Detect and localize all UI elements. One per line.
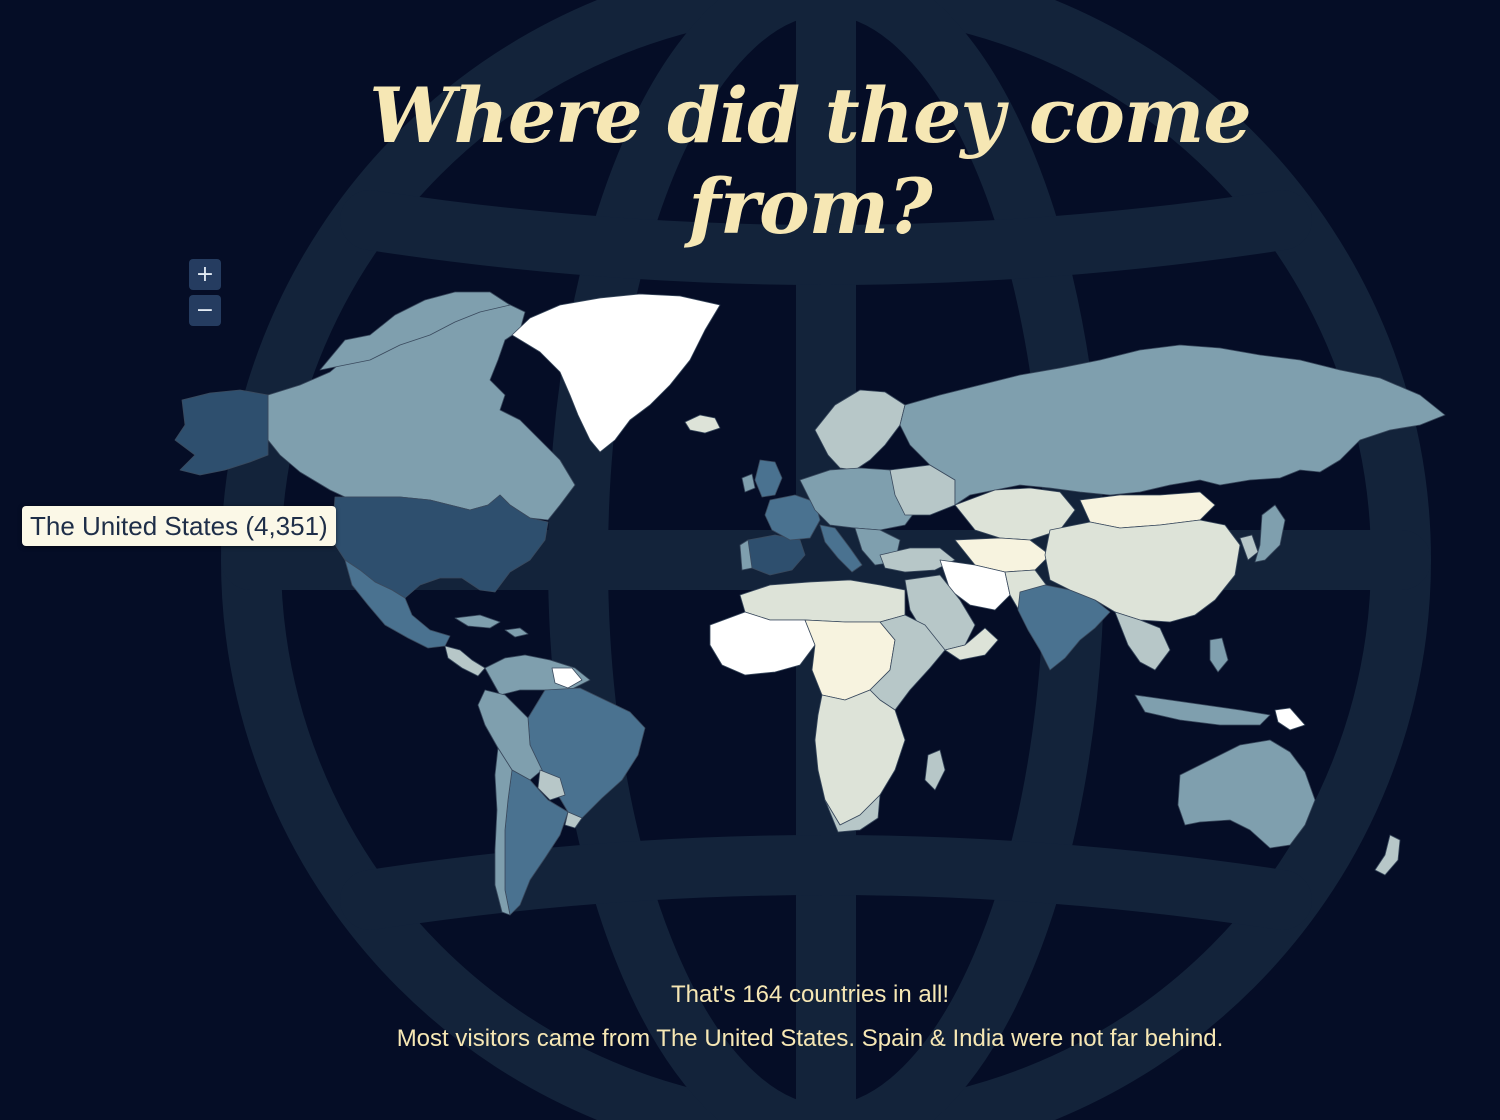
- region-southern-africa[interactable]: [814, 689, 906, 826]
- country-china[interactable]: [1044, 519, 1241, 623]
- country-tooltip: The United States (4,351): [22, 506, 336, 546]
- country-new-zealand[interactable]: [1374, 834, 1401, 876]
- country-uruguay[interactable]: [564, 811, 583, 829]
- country-madagascar[interactable]: [924, 749, 946, 791]
- country-united-states-alaska[interactable]: [174, 389, 269, 476]
- region-southeast-asia[interactable]: [1114, 611, 1171, 671]
- country-russia[interactable]: [899, 344, 1446, 506]
- summary-top-countries: Most visitors came from The United State…: [396, 1025, 1224, 1052]
- country-iceland[interactable]: [684, 414, 721, 434]
- country-australia[interactable]: [1177, 739, 1316, 849]
- country-france[interactable]: [764, 494, 821, 541]
- country-japan[interactable]: [1254, 504, 1286, 563]
- country-yemen-oman[interactable]: [944, 627, 999, 661]
- country-papua-new-guinea[interactable]: [1274, 707, 1306, 731]
- country-united-kingdom[interactable]: [754, 459, 783, 498]
- summary-country-count: That's 164 countries in all!: [670, 981, 950, 1008]
- country-indonesia[interactable]: [1134, 694, 1271, 726]
- country-spain[interactable]: [744, 534, 806, 576]
- region-east-africa[interactable]: [869, 614, 946, 711]
- country-ireland[interactable]: [741, 473, 756, 493]
- country-italy[interactable]: [819, 524, 863, 573]
- region-canada-islands[interactable]: [319, 291, 511, 371]
- country-venezuela[interactable]: [551, 667, 583, 689]
- country-korea[interactable]: [1239, 534, 1259, 561]
- country-greenland[interactable]: [511, 293, 721, 453]
- country-mexico[interactable]: [344, 559, 451, 649]
- region-north-africa[interactable]: [739, 579, 906, 623]
- region-central-america[interactable]: [444, 645, 486, 677]
- country-norway-sweden-finland[interactable]: [814, 389, 906, 471]
- region-west-africa[interactable]: [709, 611, 816, 676]
- country-philippines[interactable]: [1209, 637, 1229, 673]
- zoom-in-button[interactable]: +: [189, 259, 221, 290]
- page-title: Where did they come from?: [369, 71, 1252, 252]
- country-kazakhstan[interactable]: [954, 487, 1076, 541]
- country-chile[interactable]: [494, 747, 513, 916]
- region-caribbean[interactable]: [454, 614, 529, 638]
- zoom-out-button[interactable]: −: [189, 295, 221, 326]
- country-paraguay[interactable]: [537, 769, 566, 801]
- country-portugal[interactable]: [739, 539, 753, 571]
- country-south-africa[interactable]: [824, 794, 881, 833]
